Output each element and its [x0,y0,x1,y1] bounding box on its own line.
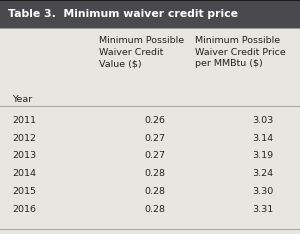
Text: Year: Year [12,95,32,104]
Text: 3.31: 3.31 [252,205,273,214]
Text: 0.28: 0.28 [144,187,165,196]
Text: 3.14: 3.14 [252,134,273,143]
Bar [0,0,300,28]
Text: Table 3.  Minimum waiver credit price: Table 3. Minimum waiver credit price [8,9,238,19]
Text: 2014: 2014 [12,169,36,178]
Text: 0.27: 0.27 [144,151,165,160]
Text: 0.28: 0.28 [144,205,165,214]
Text: 3.24: 3.24 [252,169,273,178]
Text: 2013: 2013 [12,151,36,160]
Text: 0.26: 0.26 [144,116,165,125]
Text: 2012: 2012 [12,134,36,143]
Text: 3.19: 3.19 [252,151,273,160]
Text: 0.27: 0.27 [144,134,165,143]
Text: 3.30: 3.30 [252,187,273,196]
Text: 2011: 2011 [12,116,36,125]
Text: 2016: 2016 [12,205,36,214]
Text: 3.03: 3.03 [252,116,273,125]
Text: Minimum Possible
Waiver Credit Price
per MMBtu ($): Minimum Possible Waiver Credit Price per… [195,36,286,68]
Text: Minimum Possible
Waiver Credit
Value ($): Minimum Possible Waiver Credit Value ($) [99,36,184,68]
Text: 2015: 2015 [12,187,36,196]
Text: 0.28: 0.28 [144,169,165,178]
